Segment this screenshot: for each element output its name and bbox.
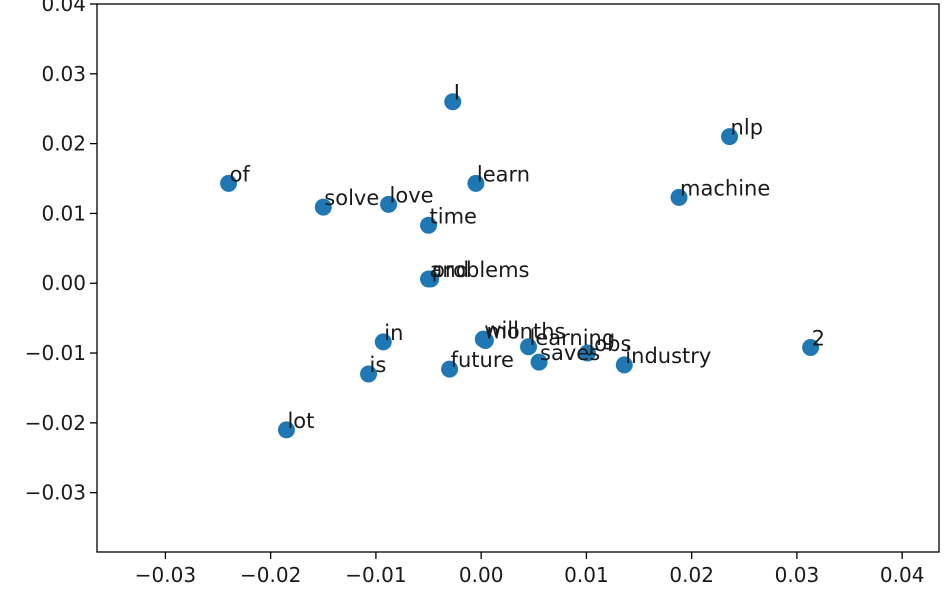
data-point [422, 270, 440, 288]
data-point-label: months [486, 319, 565, 343]
y-tick-label: −0.01 [25, 341, 86, 365]
data-point [721, 128, 739, 146]
data-point [374, 333, 392, 351]
data-point-label: saves [540, 341, 600, 365]
data-point [420, 216, 438, 234]
data-point [530, 353, 548, 371]
y-tick-label: 0.03 [41, 62, 86, 86]
x-tick-label: −0.01 [345, 563, 406, 587]
data-point [476, 331, 494, 349]
data-point [520, 338, 538, 356]
data-point-label: learning [530, 326, 616, 350]
data-point [670, 188, 688, 206]
data-point-label: lot [287, 409, 314, 433]
data-point [314, 198, 332, 216]
data-point [277, 421, 295, 439]
x-tick-label: 0.00 [459, 563, 504, 587]
data-point-label: industry [625, 344, 711, 368]
data-point-label: future [451, 348, 514, 372]
data-point-label: nlp [731, 116, 763, 140]
x-tick-label: 0.01 [564, 563, 609, 587]
x-tick-label: −0.02 [240, 563, 301, 587]
data-point-label: is [370, 353, 387, 377]
data-point-label: of [230, 162, 251, 186]
x-tick-label: 0.02 [669, 563, 714, 587]
data-point [220, 174, 238, 192]
data-point-label: and [430, 258, 470, 282]
data-point [380, 195, 398, 213]
data-point [802, 338, 820, 356]
y-tick-label: −0.02 [25, 411, 86, 435]
data-point-label: machine [680, 176, 770, 200]
data-point-label: solve [324, 186, 379, 210]
data-point [444, 93, 462, 111]
data-point-label: I [454, 81, 460, 105]
x-tick-label: 0.03 [775, 563, 820, 587]
data-point [360, 365, 378, 383]
y-tick-label: 0.02 [41, 132, 86, 156]
data-point-label: love [390, 183, 434, 207]
x-tick-label: 0.04 [880, 563, 925, 587]
x-tick-label: −0.03 [135, 563, 196, 587]
data-point-label: 2 [812, 326, 825, 350]
data-point [615, 356, 633, 374]
data-point-label: jobs [587, 332, 631, 356]
plot-area-frame [96, 3, 940, 553]
data-point-label: will [484, 318, 519, 342]
y-tick-label: −0.03 [25, 481, 86, 505]
y-tick-label: 0.01 [41, 201, 86, 225]
data-point-label: in [384, 321, 403, 345]
data-point-label: problems [432, 258, 530, 282]
data-point-label: time [430, 204, 477, 228]
y-tick-label: 0.04 [41, 0, 86, 16]
y-tick-label: 0.00 [41, 271, 86, 295]
data-points [220, 93, 820, 439]
axis-ticks: −0.03 −0.02 −0.01 0.00 0.01 0.02 0.03 0.04 0.04 0… [25, 0, 925, 587]
data-point-label: learn [477, 162, 530, 186]
data-point [441, 360, 459, 378]
data-point [467, 174, 485, 192]
data-point [578, 344, 596, 362]
